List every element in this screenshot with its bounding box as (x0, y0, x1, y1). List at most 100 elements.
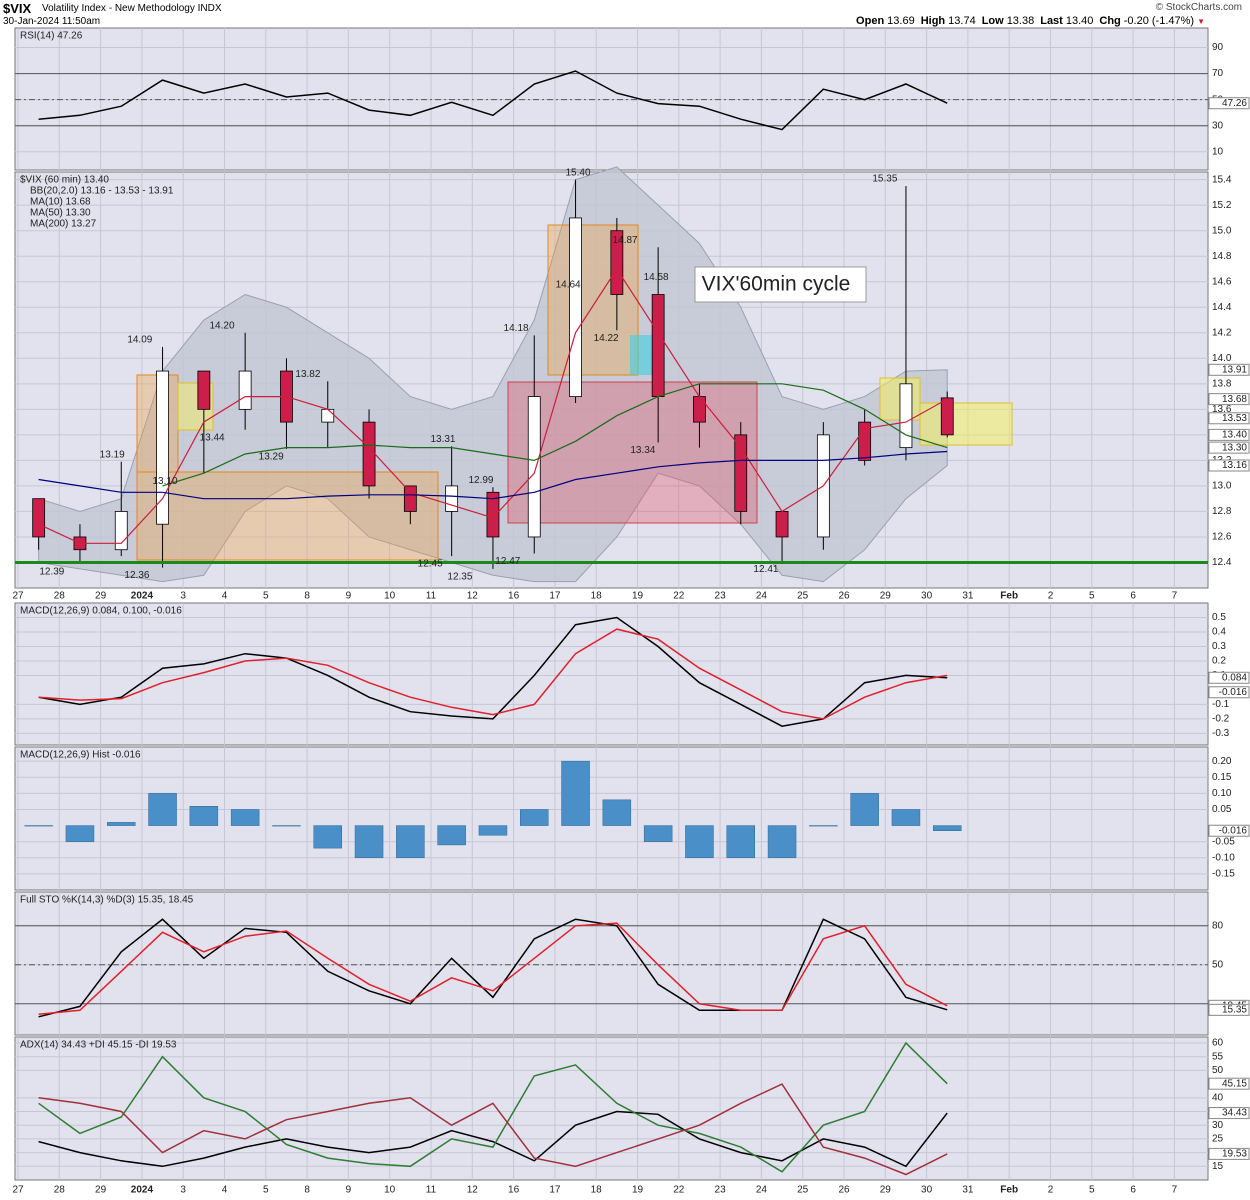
hist-bar (478, 825, 508, 836)
x-tick-label: 11 (426, 1185, 437, 1196)
x-tick-label: 2024 (131, 1185, 154, 1196)
annotation-box (694, 266, 867, 303)
range-box (507, 381, 758, 524)
candle-body (238, 370, 252, 410)
x-tick-label: 5 (263, 1185, 269, 1196)
value-tag (1208, 428, 1250, 441)
quote-value: 13.40 (1065, 15, 1094, 27)
price-label: 12.36 (124, 570, 149, 581)
hist-bar (396, 825, 425, 859)
value-tag (1208, 671, 1250, 684)
hist-bar (437, 825, 466, 846)
x-tick-label: 9 (346, 591, 352, 602)
x-tick-label: 8 (304, 591, 310, 602)
y-tick-label: -0.1 (1212, 699, 1230, 710)
quote-value: 13.74 (948, 15, 976, 27)
value-tag (1208, 686, 1250, 699)
x-tick-label: 5 (1089, 1185, 1095, 1196)
y-tick-label: 55 (1212, 1051, 1224, 1062)
series-line (38, 267, 948, 544)
legend-entry: MA(200) 13.27 (30, 219, 97, 230)
y-tick-label: 0.20 (1212, 756, 1232, 767)
y-tick-label: 50 (1212, 1065, 1224, 1076)
hist-bar (767, 825, 797, 859)
range-box (136, 471, 439, 561)
candle-body (734, 434, 748, 512)
candle-body (114, 511, 128, 551)
price-label: 14.09 (127, 334, 152, 345)
y-tick-label: 13.6 (1212, 404, 1232, 415)
x-tick-label: 6 (1130, 1185, 1136, 1196)
candle-body (403, 485, 417, 512)
quote-label: Last (1040, 15, 1063, 27)
x-tick-label: 11 (426, 591, 437, 602)
price-label: 13.10 (153, 476, 178, 487)
price-label: 14.20 (210, 320, 235, 331)
lines (15, 70, 1208, 1176)
x-tick-label: 4 (222, 1185, 228, 1196)
x-tick-label: 28 (54, 1185, 66, 1196)
labels: RSI(14) 47.26 12.39 12.36 13.19 14.09 13.10 14… (20, 31, 898, 1051)
marks (24, 179, 962, 859)
candle-body (197, 370, 211, 410)
x-tick-label: 25 (797, 1185, 809, 1196)
legend-entry: BB(20,2.0) 13.16 - 13.53 - 13.91 (30, 186, 174, 197)
x-tick-label: 25 (797, 591, 809, 602)
hist-bar (561, 760, 590, 826)
y-tick-label: 30 (1212, 120, 1224, 131)
hist-bar (65, 825, 95, 842)
x-tick-label: Feb (1000, 591, 1018, 602)
value-tag-label: 15.35 (1222, 1004, 1247, 1015)
value-tag-label: 13.16 (1222, 460, 1247, 471)
x-tick-label: 17 (549, 1185, 561, 1196)
y-tick-label: 14.2 (1212, 327, 1232, 338)
y-tick-label: 15 (1212, 1161, 1224, 1172)
price-label: 12.35 (447, 571, 472, 582)
x-tick-label: 7 (1172, 1185, 1178, 1196)
candle-body (610, 230, 624, 295)
quote-label: Low (981, 15, 1004, 27)
candle-body (693, 396, 706, 423)
y-tick-label: -0.3 (1212, 728, 1230, 739)
y-tick-label: 25 (1212, 1134, 1224, 1145)
series-line (38, 616, 948, 727)
x-tick-label: 24 (756, 591, 768, 602)
value-tag (1208, 1147, 1250, 1160)
value-tag-label: 47.26 (1222, 98, 1247, 109)
hist-bar (230, 809, 260, 826)
x-tick-label: 26 (838, 591, 850, 602)
x-tick-label: 16 (508, 591, 520, 602)
x-tick-label: 17 (549, 591, 561, 602)
y-tick-label: -0.15 (1212, 869, 1235, 880)
legend-entry: MA(50) 13.30 (30, 208, 91, 219)
panel-title: ADX(14) 34.43 +DI 45.15 -DI 19.53 (20, 1040, 177, 1051)
hist-bar (809, 825, 838, 827)
hist-bar (602, 799, 632, 826)
y-tick-label: 14.8 (1212, 251, 1232, 262)
y-tick-label: 15.4 (1212, 174, 1232, 185)
value-tag (1208, 441, 1250, 454)
value-tag-label: -0.016 (1219, 687, 1248, 698)
hist-bar (354, 825, 384, 859)
x-tick-label: 2 (1048, 591, 1054, 602)
y-tick-label: 13.8 (1212, 378, 1232, 389)
x-tick-label: 2024 (131, 591, 154, 602)
series-line (38, 450, 948, 500)
value-tag-label: 13.40 (1222, 430, 1247, 441)
hist-bar (189, 806, 219, 826)
y-tick-label: 15.2 (1212, 200, 1232, 211)
price-label: 13.19 (100, 449, 125, 460)
x-tick-label: 19 (632, 591, 644, 602)
x-tick-label: 6 (1130, 591, 1136, 602)
x-tick-label: 31 (962, 591, 974, 602)
hist-bar (891, 809, 921, 826)
x-tick-label: 29 (880, 1185, 892, 1196)
x-tick-label: 31 (962, 1185, 974, 1196)
x-tick-label: 29 (95, 591, 107, 602)
annotation: VIX'60min cycle (702, 273, 851, 296)
candle-body (156, 370, 169, 525)
x-tick-label: 16 (508, 1185, 520, 1196)
value-tag (1208, 97, 1250, 110)
y-tick-label: 40 (1212, 1092, 1224, 1103)
value-tag (1208, 393, 1250, 406)
